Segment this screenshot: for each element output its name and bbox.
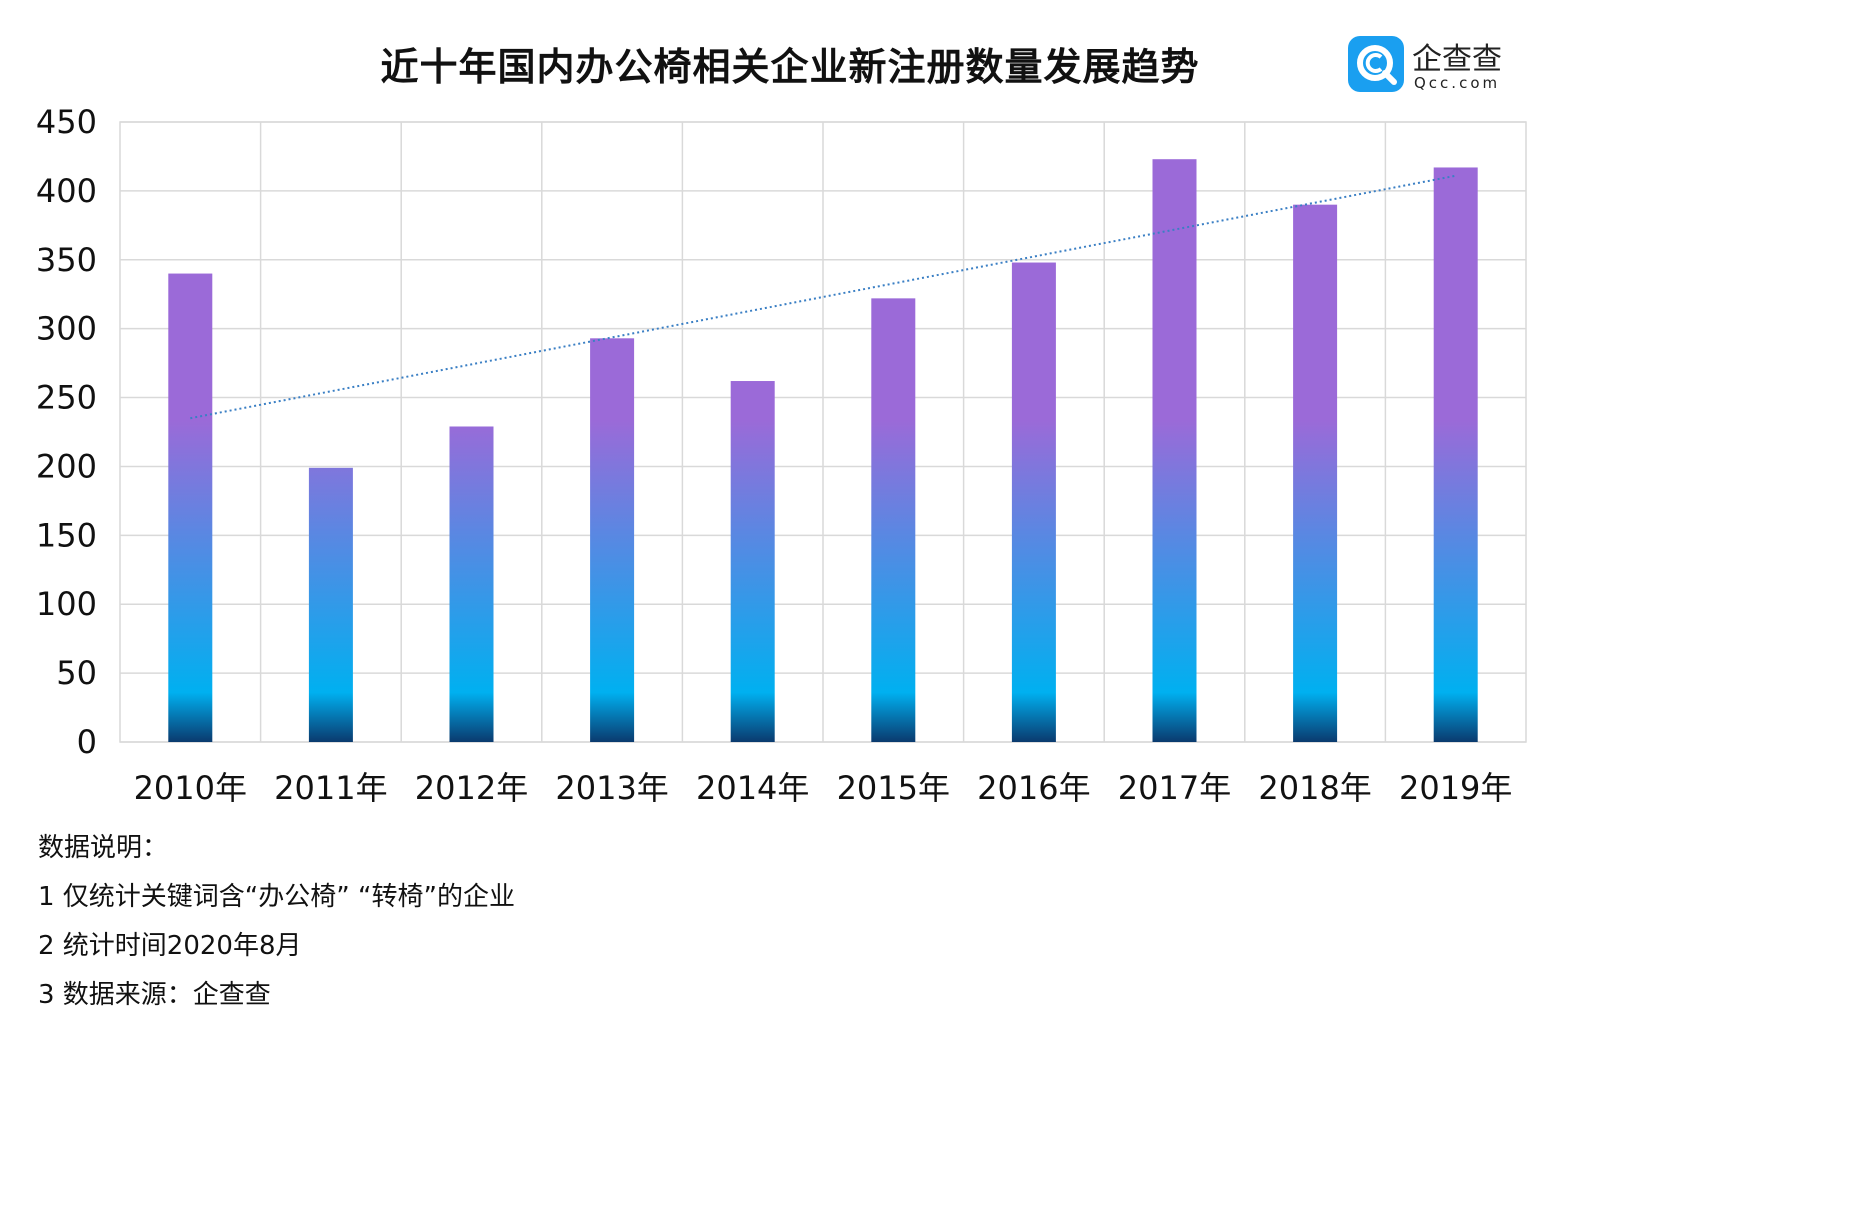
- bar: [1011, 262, 1056, 742]
- x-tick-label: 2011年: [274, 769, 387, 807]
- y-tick-label: 0: [77, 723, 97, 761]
- logo-name: 企查查: [1412, 42, 1502, 77]
- bar: [1433, 167, 1478, 742]
- x-tick-label: 2015年: [837, 769, 950, 807]
- note-line-1: 1 仅统计关键词含“办公椅” “转椅”的企业: [38, 882, 515, 912]
- x-tick-label: 2013年: [555, 769, 668, 807]
- bar: [449, 426, 494, 742]
- y-tick-label: 100: [36, 585, 97, 623]
- y-tick-label: 200: [36, 447, 97, 485]
- chart-title: 近十年国内办公椅相关企业新注册数量发展趋势: [380, 45, 1200, 89]
- bar: [730, 381, 775, 742]
- x-tick-label: 2019年: [1399, 769, 1512, 807]
- y-tick-label: 150: [36, 516, 97, 554]
- x-tick-label: 2016年: [977, 769, 1090, 807]
- y-tick-label: 250: [36, 379, 97, 417]
- y-tick-label: 450: [36, 103, 97, 141]
- logo-domain: Qcc.com: [1414, 74, 1501, 92]
- y-axis-ticks: 0 50 100 150 200 250 300 350 400 450: [36, 103, 97, 761]
- y-tick-label: 50: [56, 654, 97, 692]
- bar: [1293, 204, 1338, 742]
- y-tick-label: 300: [36, 310, 97, 348]
- qcc-logo: 企查查 Qcc.com: [1348, 36, 1518, 96]
- note-line-3: 3 数据来源：企查查: [38, 980, 271, 1010]
- bar: [871, 298, 916, 742]
- x-tick-label: 2010年: [134, 769, 247, 807]
- bar: [168, 273, 213, 742]
- chart-bars: [168, 159, 1478, 742]
- x-axis-ticks: 2010年 2011年 2012年 2013年 2014年 2015年 2016年 2017年…: [134, 769, 1513, 807]
- x-tick-label: 2014年: [696, 769, 809, 807]
- x-tick-label: 2017年: [1118, 769, 1231, 807]
- data-notes: 数据说明： 1 仅统计关键词含“办公椅” “转椅”的企业 2 统计时间2020年…: [38, 824, 515, 1020]
- x-tick-label: 2012年: [415, 769, 528, 807]
- bar: [590, 338, 635, 742]
- qcc-logo-icon: [1348, 36, 1404, 92]
- note-line-2: 2 统计时间2020年8月: [38, 931, 302, 961]
- y-tick-label: 350: [36, 241, 97, 279]
- bar: [1152, 159, 1197, 742]
- x-tick-label: 2018年: [1258, 769, 1371, 807]
- chart-grid: [119, 121, 1527, 743]
- y-tick-label: 400: [36, 172, 97, 210]
- notes-heading: 数据说明：: [38, 833, 169, 863]
- bar: [308, 467, 353, 742]
